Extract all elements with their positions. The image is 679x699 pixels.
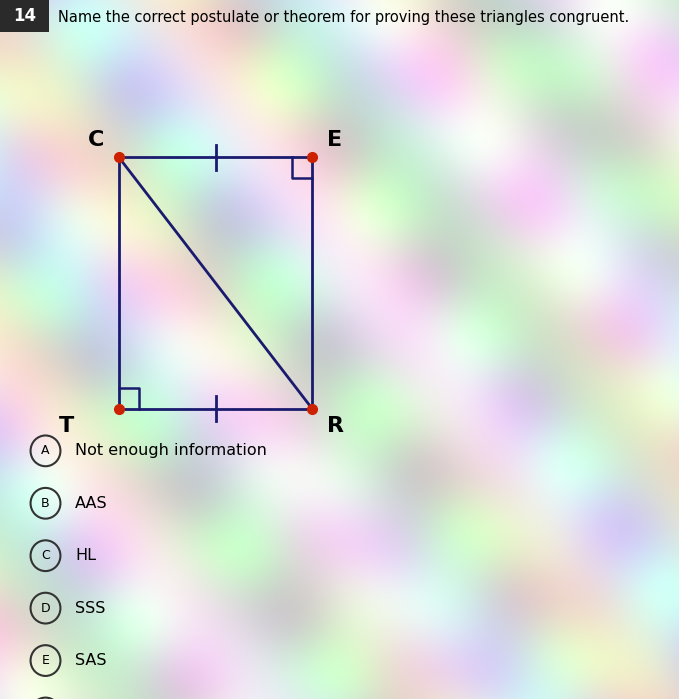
Text: T: T (59, 416, 74, 436)
Text: E: E (327, 130, 342, 150)
Text: SAS: SAS (75, 653, 107, 668)
Text: SSS: SSS (75, 600, 106, 616)
Text: D: D (41, 602, 50, 614)
Text: C: C (88, 130, 104, 150)
Text: C: C (41, 549, 50, 562)
FancyBboxPatch shape (0, 0, 49, 32)
Text: Name the correct postulate or theorem for proving these triangles congruent.: Name the correct postulate or theorem fo… (58, 10, 629, 25)
Text: R: R (327, 416, 344, 436)
Text: Not enough information: Not enough information (75, 443, 268, 459)
Text: B: B (41, 497, 50, 510)
Text: HL: HL (75, 548, 96, 563)
Text: A: A (41, 445, 50, 457)
Text: E: E (41, 654, 50, 667)
Text: AAS: AAS (75, 496, 108, 511)
Text: 14: 14 (13, 7, 36, 25)
